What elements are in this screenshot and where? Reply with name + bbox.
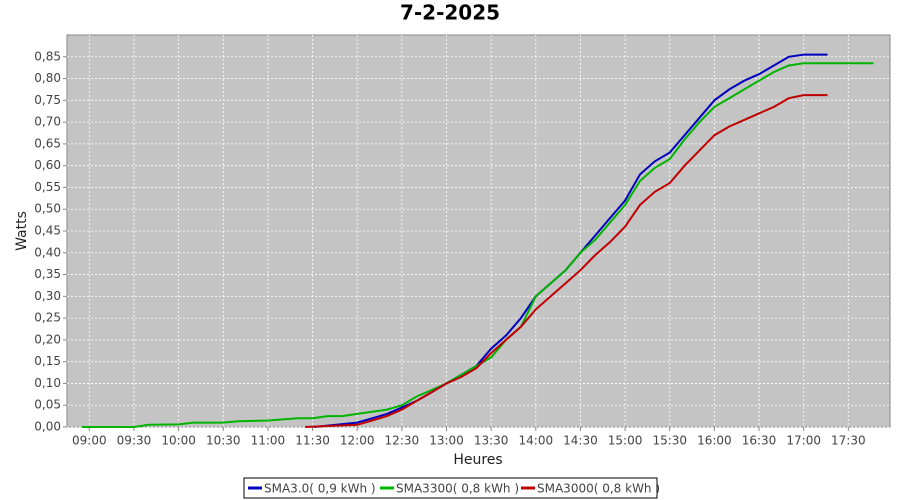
x-tick-label: 16:30 (742, 434, 777, 448)
chart-title: 7-2-2025 (400, 1, 500, 25)
x-tick-label: 10:00 (161, 434, 196, 448)
x-tick-label: 13:00 (429, 434, 464, 448)
x-tick-label: 10:30 (206, 434, 241, 448)
x-tick-label: 13:30 (474, 434, 509, 448)
x-tick-label: 14:30 (563, 434, 598, 448)
y-tick-label: 0,60 (34, 158, 61, 172)
x-tick-label: 12:00 (340, 434, 375, 448)
plot-area (66, 34, 891, 428)
y-tick-label: 0,05 (34, 398, 61, 412)
y-tick-label: 0,75 (34, 93, 61, 107)
x-axis-label: Heures (453, 452, 502, 468)
x-tick-label: 11:00 (251, 434, 286, 448)
x-tick-label: 15:30 (652, 434, 687, 448)
y-tick-label: 0,10 (34, 376, 61, 390)
series-line (305, 94, 828, 428)
y-tick-label: 0,20 (34, 332, 61, 346)
x-tick-label: 15:00 (608, 434, 643, 448)
legend-label: SMA3.0( 0,9 kWh ) (264, 482, 376, 496)
y-tick-label: 0,40 (34, 245, 61, 259)
x-tick-label: 14:00 (519, 434, 554, 448)
x-tick-label: 09:00 (72, 434, 107, 448)
x-tick-label: 09:30 (117, 434, 152, 448)
y-tick-label: 0,50 (34, 202, 61, 216)
x-tick-label: 17:00 (786, 434, 821, 448)
y-tick-label: 0,00 (34, 420, 61, 434)
y-tick-label: 0,25 (34, 311, 61, 325)
y-axis-label: Watts (14, 211, 30, 251)
x-tick-label: 17:30 (831, 434, 866, 448)
legend-label: SMA3300( 0,8 kWh ) (396, 482, 519, 496)
x-tick-label: 11:30 (295, 434, 330, 448)
y-tick-label: 0,15 (34, 354, 61, 368)
y-tick-label: 0,80 (34, 71, 61, 85)
y-tick-label: 0,55 (34, 180, 61, 194)
y-tick-label: 0,70 (34, 115, 61, 129)
y-tick-label: 0,85 (34, 49, 61, 63)
legend-label: SMA3000( 0,8 kWh ) (537, 482, 660, 496)
x-tick-label: 16:00 (697, 434, 732, 448)
legend (243, 477, 658, 499)
x-tick-label: 12:30 (385, 434, 420, 448)
y-tick-label: 0,45 (34, 224, 61, 238)
y-tick-label: 0,30 (34, 289, 61, 303)
y-tick-label: 0,65 (34, 136, 61, 150)
y-tick-label: 0,35 (34, 267, 61, 281)
